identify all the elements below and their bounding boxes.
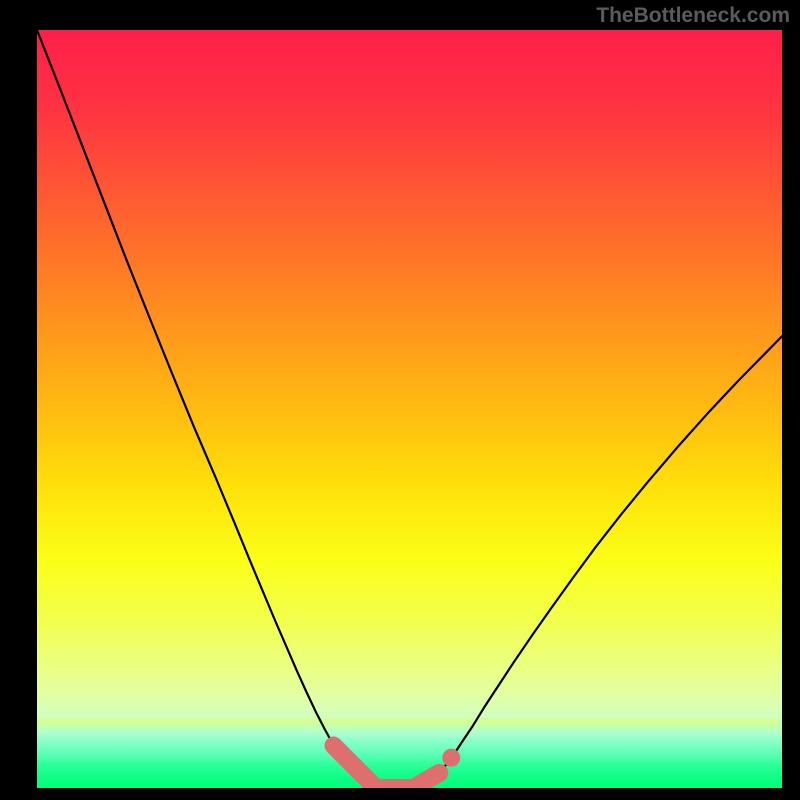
- watermark-text: TheBottleneck.com: [596, 4, 790, 28]
- floor-marker-segment: [334, 746, 374, 786]
- bottleneck-curve: [37, 30, 782, 788]
- floor-marker-dot: [442, 749, 460, 767]
- chart-svg-layer: [37, 30, 782, 788]
- floor-marker-group: [334, 746, 461, 788]
- chart-plot-area: [37, 30, 782, 788]
- floor-marker-segment: [417, 773, 439, 786]
